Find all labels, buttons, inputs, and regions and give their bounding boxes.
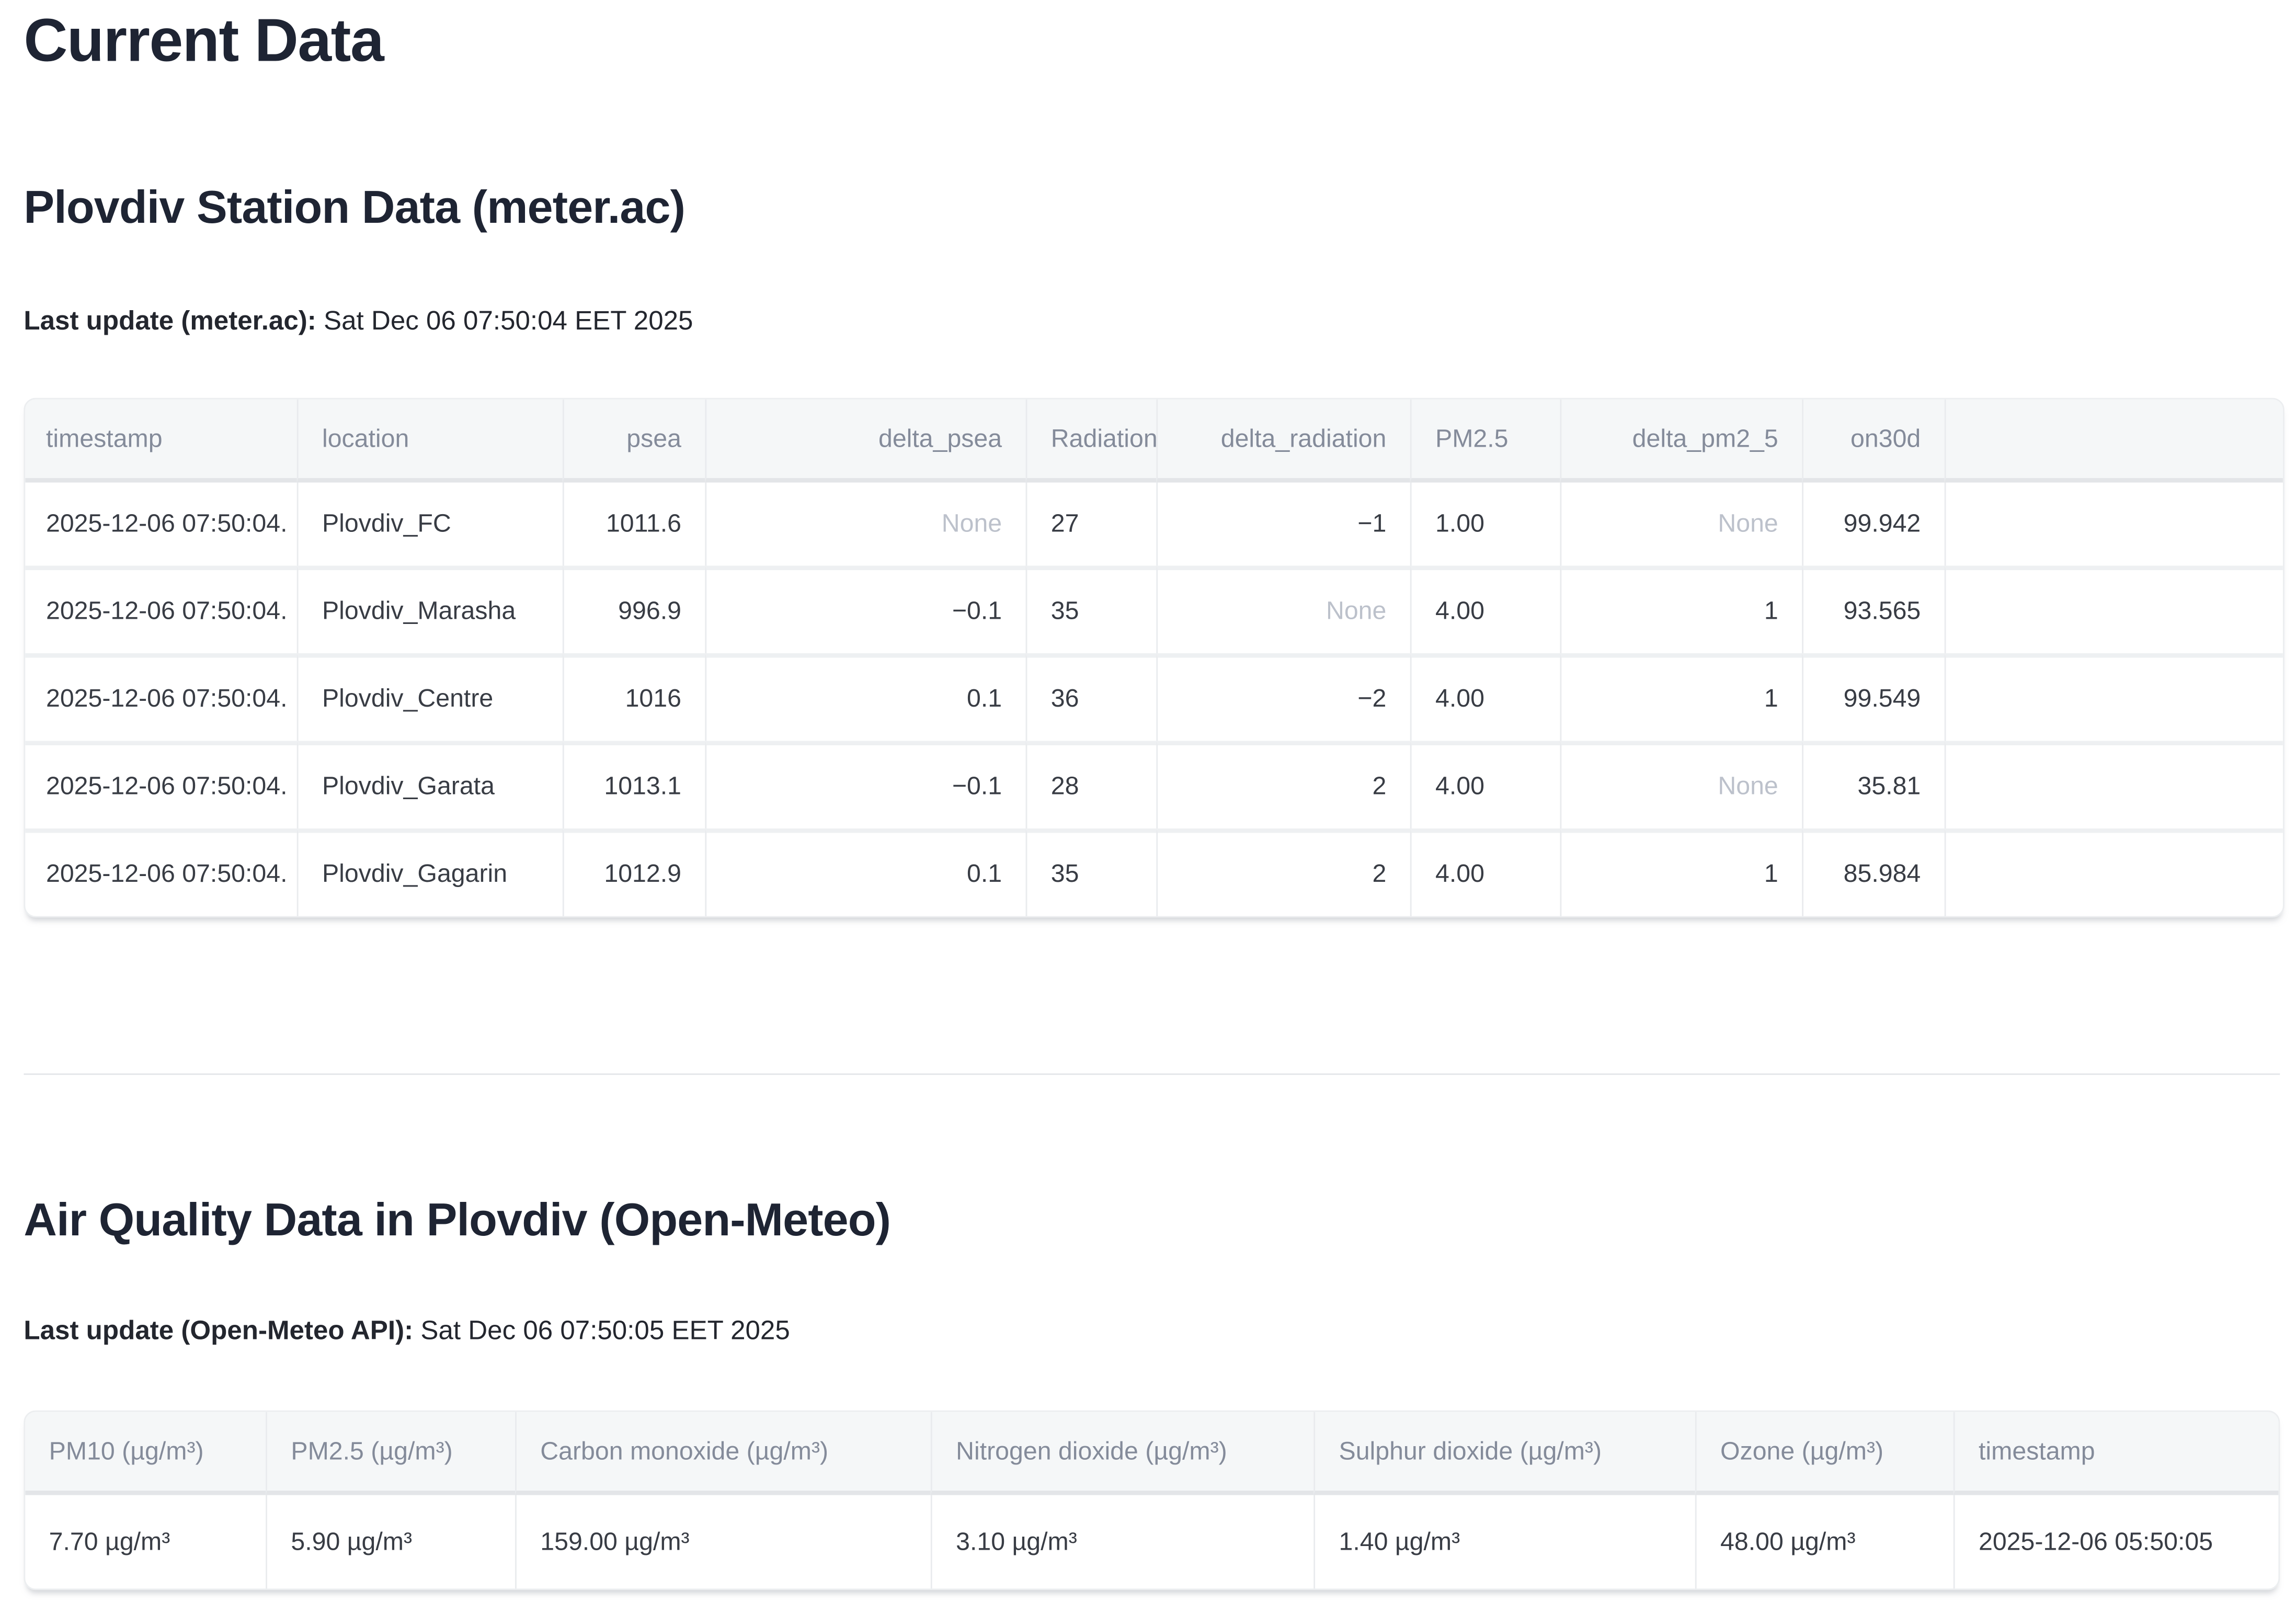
table-cell: None (1560, 482, 1802, 566)
table-cell: 2025-12-06 07:50:04. (25, 653, 297, 741)
column-header: PM2.5 (1410, 399, 1560, 483)
air-quality-last-update-value: Sat Dec 06 07:50:05 EET 2025 (420, 1315, 790, 1345)
table-cell (1944, 482, 2283, 566)
table-cell: 1011.6 (562, 482, 705, 566)
table-cell: 93.565 (1802, 565, 1945, 654)
column-header: delta_radiation (1156, 399, 1410, 483)
table-cell: −0.1 (705, 565, 1026, 654)
table-cell: −2 (1156, 653, 1410, 741)
table-cell: −0.1 (705, 741, 1026, 828)
table-cell: Plovdiv_Centre (296, 653, 563, 741)
table-cell: 0.1 (705, 828, 1026, 916)
page-title: Current Data (24, 6, 384, 74)
table-cell: Plovdiv_Marasha (296, 565, 563, 654)
station-table: timestamp location psea delta_psea Radiation… (25, 399, 2283, 916)
table-cell: 1013.1 (562, 741, 705, 828)
air-quality-data-table: PM10 (µg/m³) PM2.5 (µg/m³) Carbon monoxide… (24, 1410, 2280, 1590)
column-header: on30d (1802, 399, 1945, 483)
table-cell: 4.00 (1410, 741, 1560, 828)
section-divider (24, 1073, 2280, 1075)
column-header: Ozone (µg/m³) (1695, 1412, 1954, 1495)
column-header: Nitrogen dioxide (µg/m³) (930, 1412, 1314, 1495)
table-row: 2025-12-06 07:50:04. Plovdiv_Centre 1016 0.… (25, 653, 2283, 741)
table-cell: 2 (1156, 741, 1410, 828)
air-quality-section-heading: Air Quality Data in Plovdiv (Open-Meteo) (24, 1194, 891, 1246)
column-header: Radiation (1025, 399, 1157, 483)
station-last-update-label: Last update (meter.ac): (24, 305, 316, 336)
station-last-update: Last update (meter.ac): Sat Dec 06 07:50… (24, 306, 693, 337)
table-cell: 996.9 (562, 565, 705, 654)
station-data-table: timestamp location psea delta_psea Radiation… (24, 397, 2284, 918)
table-cell: 36 (1025, 653, 1157, 741)
table-cell: 2 (1156, 828, 1410, 916)
table-cell: 35 (1025, 565, 1157, 654)
column-header: location (296, 399, 563, 483)
table-cell: 2025-12-06 05:50:05 (1953, 1495, 2279, 1589)
table-cell: None (1156, 565, 1410, 654)
table-cell: None (1560, 741, 1802, 828)
table-cell: 1016 (562, 653, 705, 741)
table-header-row: PM10 (µg/m³) PM2.5 (µg/m³) Carbon monoxide… (25, 1412, 2279, 1495)
table-cell: Plovdiv_Gagarin (296, 828, 563, 916)
column-header: timestamp (25, 399, 297, 483)
table-cell: 1.00 (1410, 482, 1560, 566)
table-cell: 4.00 (1410, 565, 1560, 654)
table-cell: Plovdiv_Garata (296, 741, 563, 828)
table-row: 2025-12-06 07:50:04. Plovdiv_Garata 1013.1… (25, 741, 2283, 828)
table-cell: 99.549 (1802, 653, 1945, 741)
column-header: Carbon monoxide (µg/m³) (515, 1412, 931, 1495)
table-cell (1944, 828, 2283, 916)
air-quality-last-update: Last update (Open-Meteo API): Sat Dec 06… (24, 1315, 790, 1347)
table-cell: 27 (1025, 482, 1157, 566)
table-cell: 35 (1025, 828, 1157, 916)
column-header: delta_pm2_5 (1560, 399, 1802, 483)
table-cell: 48.00 µg/m³ (1695, 1495, 1954, 1589)
table-header-row: timestamp location psea delta_psea Radiation… (25, 399, 2283, 483)
table-cell: 2025-12-06 07:50:04. (45, 509, 288, 538)
column-header: Sulphur dioxide (µg/m³) (1313, 1412, 1695, 1495)
station-last-update-value: Sat Dec 06 07:50:04 EET 2025 (324, 305, 693, 336)
table-cell: 5.90 µg/m³ (266, 1495, 515, 1589)
table-cell: 28 (1025, 741, 1157, 828)
column-header: delta_psea (705, 399, 1026, 483)
table-cell (1944, 653, 2283, 741)
table-cell: 2025-12-06 07:50:04. (25, 828, 297, 916)
table-cell: 3.10 µg/m³ (930, 1495, 1313, 1589)
table-cell: 85.984 (1802, 828, 1945, 916)
table-cell (1944, 565, 2283, 654)
station-section-heading: Plovdiv Station Data (meter.ac) (24, 181, 686, 233)
table-row: 7.70 µg/m³ 5.90 µg/m³ 159.00 µg/m³ 3.10 µg/… (25, 1495, 2278, 1589)
table-cell: 159.00 µg/m³ (515, 1495, 931, 1589)
table-cell: 4.00 (1410, 653, 1560, 741)
table-cell: 7.70 µg/m³ (49, 1527, 170, 1555)
table-cell: 2025-12-06 07:50:04. (25, 741, 297, 828)
table-cell: None (705, 482, 1025, 566)
table-row: 2025-12-06 07:50:04. Plovdiv_Gagarin 1012.… (25, 828, 2283, 916)
table-cell: 1 (1560, 653, 1802, 741)
column-header: PM10 (µg/m³) (25, 1412, 266, 1495)
table-cell (1944, 741, 2283, 828)
table-cell: Plovdiv_FC (296, 482, 563, 566)
column-header: PM2.5 (µg/m³) (266, 1412, 516, 1495)
table-cell: 35.81 (1802, 741, 1945, 828)
table-cell: 2025-12-06 07:50:04. (25, 565, 297, 653)
table-cell: 99.942 (1802, 482, 1945, 566)
column-header: timestamp (1953, 1412, 2279, 1495)
table-row: 2025-12-06 07:50:04. Plovdiv_FC 1011.6 None… (25, 482, 2283, 566)
table-cell: 1012.9 (562, 828, 705, 916)
table-cell: 1 (1560, 565, 1802, 654)
table-cell: 1 (1560, 828, 1802, 916)
table-cell: 0.1 (705, 653, 1026, 741)
table-cell: 1.40 µg/m³ (1313, 1495, 1695, 1589)
column-header: psea (562, 399, 705, 483)
table-row: 2025-12-06 07:50:04. Plovdiv_Marasha 996.9… (25, 565, 2283, 654)
table-cell: 4.00 (1410, 828, 1560, 916)
air-quality-last-update-label: Last update (Open-Meteo API): (24, 1315, 414, 1345)
table-cell: −1 (1156, 482, 1410, 566)
air-quality-table: PM10 (µg/m³) PM2.5 (µg/m³) Carbon monoxide… (25, 1412, 2279, 1589)
column-header (1944, 399, 2283, 483)
